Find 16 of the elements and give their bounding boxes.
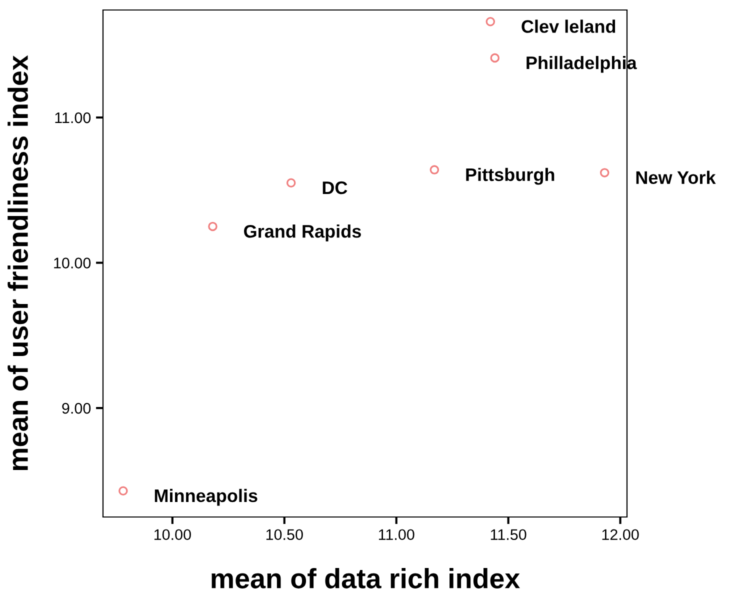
- x-tick-label: 11.00: [378, 529, 414, 540]
- y-tick-label: 10.00: [54, 258, 91, 268]
- annotation: Grand Rapids: [244, 224, 361, 242]
- annotation: DC: [322, 181, 348, 194]
- annotation: Pittsburgh: [466, 168, 554, 185]
- y-axis-title: mean of user friendliness index: [8, 55, 28, 470]
- annotation: New York: [636, 170, 716, 184]
- y-tick-label: 11.00: [55, 112, 91, 124]
- annotation: Clev leland: [522, 20, 616, 33]
- x-tick-label: 10.00: [154, 529, 191, 540]
- x-tick-label: 11.50: [490, 529, 526, 540]
- x-axis-title: mean of data rich index: [212, 568, 520, 588]
- annotation: Minneapolis: [154, 488, 258, 506]
- x-tick-label: 10.50: [266, 529, 303, 540]
- y-tick-label: 9.00: [62, 402, 91, 414]
- x-tick-label: 12.00: [602, 529, 639, 540]
